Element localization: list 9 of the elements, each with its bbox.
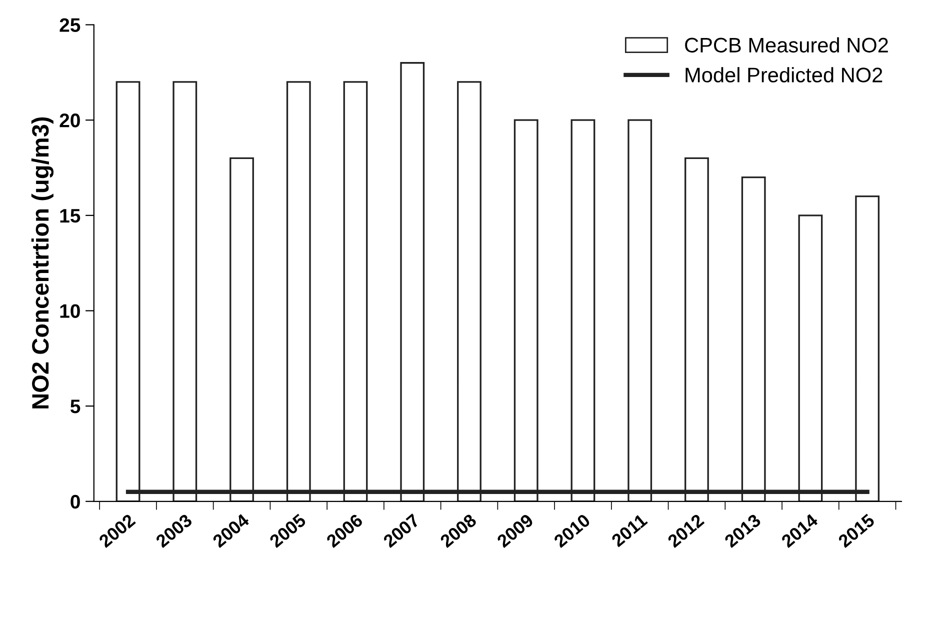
y-axis-title: NO2 Concentrtion (ug/m3): [31, 117, 54, 408]
y-tick-label: 20: [60, 114, 80, 128]
legend-label: CPCB Measured NO2: [685, 37, 888, 53]
y-tick-label: 10: [60, 304, 80, 318]
y-tick-label: 15: [60, 209, 80, 223]
y-tick-label: 5: [70, 400, 80, 414]
y-tick-label: 25: [60, 18, 80, 32]
legend-label: Model Predicted NO2: [686, 67, 882, 82]
y-tick-label: 0: [70, 494, 80, 509]
